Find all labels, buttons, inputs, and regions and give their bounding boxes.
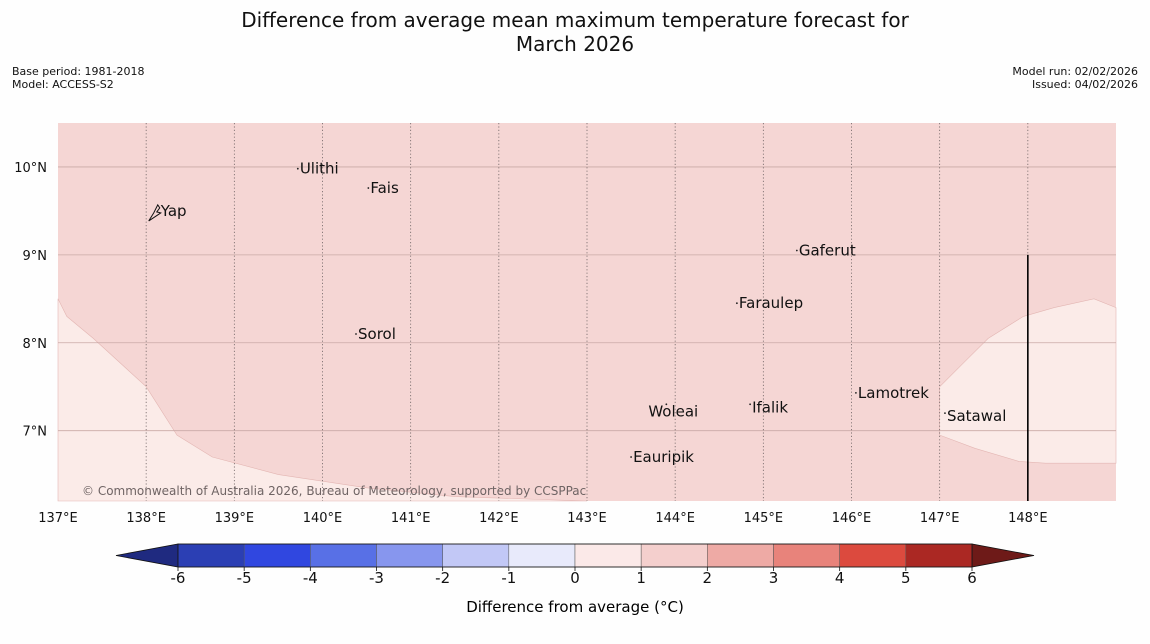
island-dot [296, 167, 299, 170]
colorbar-tick-label: -3 [369, 569, 384, 587]
island-ifalik: Ifalik [749, 398, 788, 416]
island-label: Woleai [648, 402, 698, 420]
copyright-text: © Commonwealth of Australia 2026, Bureau… [82, 484, 586, 498]
colorbar-tick-label: 3 [769, 569, 779, 587]
colorbar-segment [574, 543, 642, 568]
island-label: Faraulep [739, 294, 803, 312]
lon-tick-label: 147°E [920, 511, 960, 526]
island-faraulep: Faraulep [735, 294, 803, 312]
island-dot [355, 333, 357, 335]
map-background [58, 123, 1116, 501]
axis-labels-layer: 137°E 138°E 139°E 140°E 141°E 142°E 143°E 144°E… [14, 161, 1047, 526]
lon-tick-label: 142°E [479, 511, 519, 526]
colorbar-segment [310, 543, 377, 568]
island-label: Lamotrek [858, 384, 929, 402]
base-period-text: Base period: 1981-2018 [12, 65, 145, 78]
island-label: Sorol [358, 325, 396, 343]
lon-tick-label: 148°E [1008, 511, 1048, 526]
lon-tick-label: 144°E [655, 511, 695, 526]
colorbar-segment [640, 543, 708, 568]
colorbar-segment [773, 543, 840, 568]
lon-tick-label: 140°E [303, 511, 343, 526]
colorbar-tick-label: 0 [570, 569, 580, 587]
island-label: Ifalik [752, 398, 788, 416]
colorbar-segment [442, 543, 510, 568]
island-label: Fais [370, 179, 399, 197]
islands-layer: Yap Ulithi Fais Gaferut Faraulep Sorol Woleai I… [148, 160, 1006, 466]
island-dot [795, 249, 798, 252]
meta-left: Base period: 1981-2018 Model: ACCESS-S2 [12, 65, 144, 91]
colorbar-segment [376, 543, 443, 568]
lat-tick-label: 7°N [23, 425, 48, 440]
lon-tick-label: 137°E [38, 511, 78, 526]
chart-title: Difference from average mean maximum tem… [0, 8, 1150, 56]
island-label: Gaferut [799, 241, 856, 259]
title-line-1: Difference from average mean maximum tem… [241, 8, 909, 32]
colorbar-tick-label: 1 [636, 569, 646, 587]
colorbar-segment [177, 543, 245, 568]
colorbar-under-triangle [115, 543, 179, 568]
colorbar-tick-label: -1 [501, 569, 516, 587]
colorbar-segment [839, 543, 907, 568]
colorbar-label: Difference from average (°C) [466, 598, 684, 616]
island-dot [749, 403, 752, 406]
island-lamotrek: Lamotrek [855, 384, 929, 402]
colorbar: -6 -5 -4 -3 -2 -1 0 1 2 3 4 5 6 [115, 543, 1035, 587]
colorbar-tick-label: 2 [703, 569, 713, 587]
island-satawal: Satawal [944, 407, 1006, 425]
island-dot [735, 302, 738, 305]
island-woleai: Woleai [648, 402, 698, 420]
lon-tick-label: 139°E [215, 511, 255, 526]
island-dot [855, 391, 857, 394]
colorbar-tick-label: 6 [967, 569, 977, 587]
lon-tick-label: 145°E [744, 511, 784, 526]
island-eauripik: Eauripik [630, 448, 694, 466]
island-dot [944, 412, 946, 414]
colorbar-segment [905, 543, 973, 568]
island-dot [367, 187, 370, 189]
colorbar-tick-label: 4 [835, 569, 845, 587]
colorbar-tick-label: -2 [435, 569, 450, 587]
lat-tick-label: 8°N [23, 337, 48, 352]
colorbar-tick-label: -4 [303, 569, 318, 587]
colorbar-segment [243, 543, 311, 568]
colorbar-segment [707, 543, 774, 568]
meta-right: Model run: 02/02/2026 Issued: 04/02/2026 [1012, 65, 1138, 91]
island-dot [665, 403, 668, 406]
island-fais: Fais [367, 179, 399, 197]
island-sorol: Sorol [355, 325, 396, 343]
island-ulithi: Ulithi [296, 160, 339, 178]
island-gaferut: Gaferut [795, 241, 856, 259]
title-line-2: March 2026 [515, 32, 635, 56]
island-yap: Yap [148, 202, 187, 222]
colorbar-tick-label: -6 [171, 569, 186, 587]
colorbar-tick-label: 5 [901, 569, 911, 587]
issued-text: Issued: 04/02/2026 [1031, 78, 1138, 91]
model-text: Model: ACCESS-S2 [12, 78, 114, 91]
lon-tick-label: 146°E [832, 511, 872, 526]
colorbar-tick-label: -5 [237, 569, 252, 587]
colorbar-segment [508, 543, 576, 568]
lat-tick-label: 9°N [23, 249, 48, 264]
lon-tick-label: 141°E [391, 511, 431, 526]
model-run-text: Model run: 02/02/2026 [1012, 65, 1138, 78]
island-label: Ulithi [300, 160, 339, 178]
southwest-0-to-1-region [57, 298, 588, 502]
island-dot [630, 456, 632, 458]
colorbar-over-triangle [971, 543, 1035, 568]
island-label: Yap [160, 202, 187, 220]
lon-tick-label: 143°E [567, 511, 607, 526]
lat-tick-label: 10°N [14, 161, 47, 176]
island-label: Eauripik [633, 448, 694, 466]
island-label: Satawal [947, 407, 1006, 425]
gridlines-layer [58, 123, 1116, 501]
yap-island-outline [148, 203, 162, 222]
lon-tick-label: 138°E [126, 511, 166, 526]
